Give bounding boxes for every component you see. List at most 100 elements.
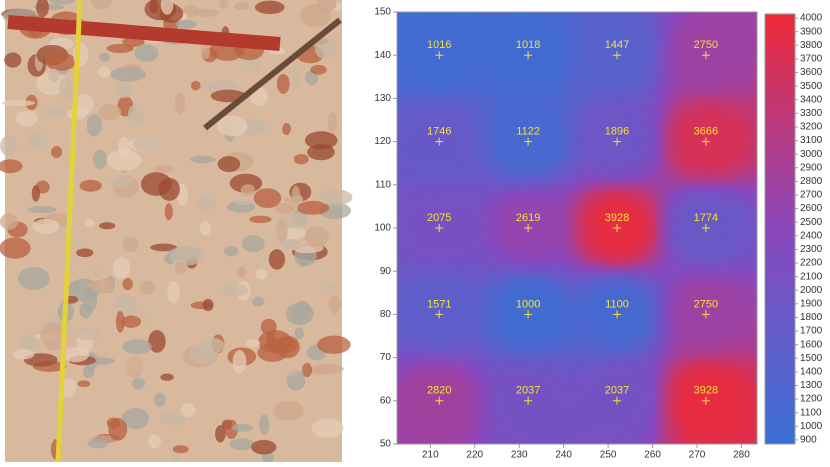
heat-cell bbox=[625, 354, 632, 361]
heat-cell bbox=[451, 288, 458, 295]
heat-cell bbox=[457, 96, 464, 103]
heat-cell bbox=[499, 420, 506, 427]
heat-cell bbox=[517, 270, 524, 277]
heat-cell bbox=[421, 282, 428, 289]
heat-cell bbox=[439, 252, 446, 259]
heat-cell bbox=[649, 318, 656, 325]
heat-cell bbox=[475, 66, 482, 73]
heat-cell bbox=[733, 378, 740, 385]
heat-cell bbox=[439, 360, 446, 367]
heat-cell bbox=[451, 258, 458, 265]
heat-cell bbox=[541, 432, 548, 439]
heat-cell bbox=[415, 432, 422, 439]
heat-cell bbox=[679, 342, 686, 349]
heat-cell bbox=[727, 276, 734, 283]
value-label: 3928 bbox=[605, 212, 629, 224]
heat-cell bbox=[595, 132, 602, 139]
heat-cell bbox=[589, 234, 596, 241]
heat-cell bbox=[733, 318, 740, 325]
heat-cell bbox=[727, 426, 734, 433]
heat-cell bbox=[673, 276, 680, 283]
heat-cell bbox=[409, 156, 416, 163]
heat-cell bbox=[481, 276, 488, 283]
heat-cell bbox=[637, 288, 644, 295]
heat-cell bbox=[625, 204, 632, 211]
heat-cell bbox=[595, 162, 602, 169]
heat-cell bbox=[637, 420, 644, 427]
stone bbox=[232, 424, 254, 432]
heat-cell bbox=[571, 216, 578, 223]
heat-cell bbox=[745, 18, 752, 25]
heat-cell bbox=[691, 240, 698, 247]
heat-cell bbox=[667, 396, 674, 403]
heat-cell bbox=[553, 414, 560, 421]
heat-cell bbox=[727, 48, 734, 55]
heat-cell bbox=[721, 228, 728, 235]
heat-cell bbox=[631, 402, 638, 409]
heat-cell bbox=[565, 72, 572, 79]
heat-cell bbox=[691, 270, 698, 277]
heat-cell bbox=[463, 384, 470, 391]
heat-cell bbox=[553, 120, 560, 127]
heat-cell bbox=[637, 84, 644, 91]
heat-cell bbox=[649, 378, 656, 385]
heat-cell bbox=[637, 30, 644, 37]
heat-cell bbox=[487, 144, 494, 151]
heat-cell bbox=[745, 426, 752, 433]
heat-cell bbox=[589, 84, 596, 91]
heat-cell bbox=[727, 36, 734, 43]
heat-cell bbox=[415, 90, 422, 97]
heat-cell bbox=[577, 414, 584, 421]
stone bbox=[282, 123, 291, 135]
heat-cell bbox=[505, 108, 512, 115]
heat-cell bbox=[469, 414, 476, 421]
heat-cell bbox=[517, 54, 524, 61]
heat-cell bbox=[493, 168, 500, 175]
heat-cell bbox=[415, 114, 422, 121]
heat-cell bbox=[445, 114, 452, 121]
heat-cell bbox=[679, 234, 686, 241]
heat-cell bbox=[637, 432, 644, 439]
heat-cell bbox=[577, 318, 584, 325]
heat-cell bbox=[703, 12, 710, 19]
heat-cell bbox=[691, 414, 698, 421]
heat-cell bbox=[559, 174, 566, 181]
heat-cell bbox=[577, 420, 584, 427]
heat-cell bbox=[607, 312, 614, 319]
heat-cell bbox=[559, 204, 566, 211]
heat-cell bbox=[445, 186, 452, 193]
heat-cell bbox=[547, 276, 554, 283]
heat-cell bbox=[607, 180, 614, 187]
heat-cell bbox=[451, 144, 458, 151]
heat-cell bbox=[625, 240, 632, 247]
stone bbox=[292, 67, 300, 88]
heat-cell bbox=[427, 270, 434, 277]
heat-cell bbox=[493, 414, 500, 421]
y-tick-label: 90 bbox=[380, 266, 392, 277]
heat-cell bbox=[433, 420, 440, 427]
heat-cell bbox=[433, 258, 440, 265]
heat-cell bbox=[511, 288, 518, 295]
heat-cell bbox=[559, 24, 566, 31]
heat-cell bbox=[553, 108, 560, 115]
heat-cell bbox=[499, 348, 506, 355]
heat-cell bbox=[499, 270, 506, 277]
heat-cell bbox=[571, 36, 578, 43]
heat-cell bbox=[493, 162, 500, 169]
heat-cell bbox=[511, 282, 518, 289]
stone bbox=[197, 195, 216, 211]
heat-cell bbox=[469, 54, 476, 61]
stone bbox=[88, 439, 108, 448]
colorbar-label: 3700 bbox=[800, 54, 823, 65]
heat-cell bbox=[499, 18, 506, 25]
heat-cell bbox=[625, 378, 632, 385]
heat-cell bbox=[499, 234, 506, 241]
heat-cell bbox=[421, 60, 428, 67]
heat-cell bbox=[583, 144, 590, 151]
heat-cell bbox=[577, 108, 584, 115]
heat-cell bbox=[715, 198, 722, 205]
heat-cell bbox=[547, 78, 554, 85]
heat-cell bbox=[463, 210, 470, 217]
heat-cell bbox=[643, 366, 650, 373]
stone bbox=[286, 369, 297, 375]
